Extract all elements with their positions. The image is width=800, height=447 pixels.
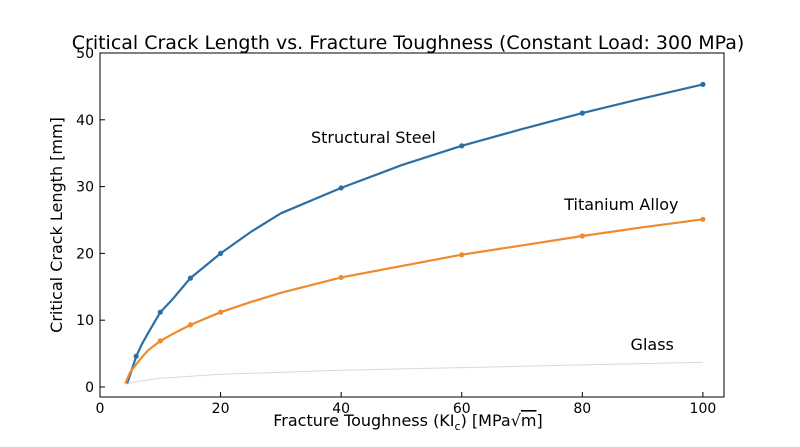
x-tick-label: 20 [212,401,230,417]
series-annotation-0: Structural Steel [311,128,436,147]
x-tick-label: 100 [690,401,717,417]
series-line-2 [125,361,703,385]
y-tick-label: 40 [76,113,94,129]
series-point-1 [217,309,224,315]
x-tick-label: 0 [96,401,105,417]
series-point-0 [579,110,585,116]
y-tick-label: 50 [76,46,94,62]
series-point-0 [338,185,344,191]
y-tick-label: 30 [76,180,94,196]
plot-frame [99,52,725,398]
series-point-0 [187,275,194,281]
x-axis-label: Fracture Toughness (KIc) [MPa√m] [273,411,542,433]
series-line-0 [126,83,704,384]
series-point-1 [157,338,163,344]
series-point-1 [579,233,585,239]
x-tick-label: 60 [453,401,471,417]
x-axis-ticks: 0 20 40 60 80 100 [96,392,717,417]
series-point-1 [459,252,465,258]
x-axis-label-unit-m: m [521,411,537,430]
x-axis-label-close: ] [536,411,542,430]
chart-title: Critical Crack Length vs. Fracture Tough… [72,32,745,54]
series-point-1 [700,216,706,222]
x-axis-label-sqrt: √ [511,411,522,430]
series-point-0 [157,309,163,315]
y-axis-ticks: 0 10 20 30 40 50 [76,46,105,396]
y-axis-label: Critical Crack Length [mm] [47,117,66,333]
series-point-1 [187,322,194,328]
y-tick-label: 10 [76,313,94,329]
series-point-0 [700,81,706,87]
series-point-1 [338,274,344,281]
y-tick-label: 20 [76,246,94,262]
x-axis-label-main: Fracture Toughness (KI [273,411,454,430]
series-line-1 [124,218,704,385]
series-point-0 [217,250,224,256]
y-tick-label: 0 [85,380,94,396]
series-point-0 [133,353,139,359]
plot-area: Structural Steel Titanium Alloy Glass [124,81,706,385]
x-tick-label: 80 [573,401,591,417]
x-tick-label: 40 [332,401,350,417]
series-annotation-2: Glass [631,335,674,354]
x-axis-label-subscript: c [455,420,461,433]
series-annotation-1: Titanium Alloy [563,195,678,214]
series-point-0 [459,143,465,149]
x-axis-label-unit-prefix: ) [MPa [461,411,511,430]
